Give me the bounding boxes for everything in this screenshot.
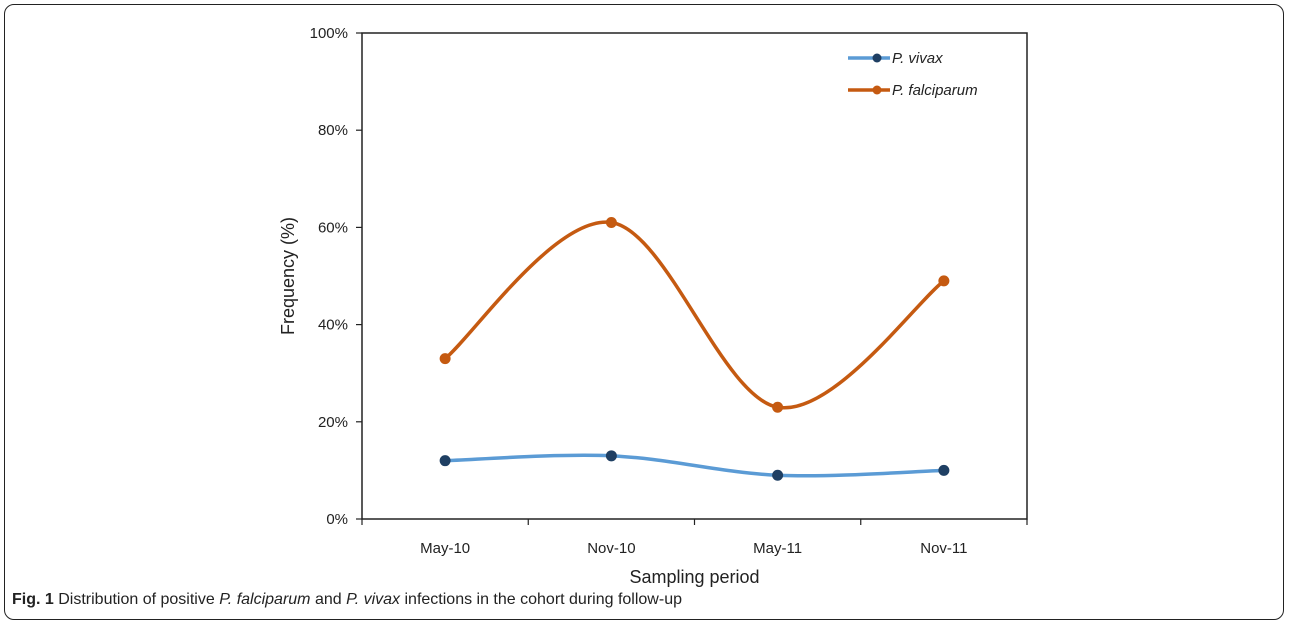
legend-marker-p-falciparum xyxy=(872,85,882,95)
y-tick-label: 60% xyxy=(318,219,348,236)
caption-species-2: P. vivax xyxy=(346,591,401,608)
x-tick-label: May-10 xyxy=(420,540,470,557)
legend-label-p-vivax: P. vivax xyxy=(892,50,943,67)
y-tick-label: 0% xyxy=(326,511,348,528)
caption-text-2: and xyxy=(310,591,347,608)
figure-frame xyxy=(4,4,1284,620)
caption-text-1: Distribution of positive xyxy=(53,591,220,608)
y-tick-label: 80% xyxy=(318,122,348,139)
plot-area-border xyxy=(361,32,1028,520)
data-point-p-vivax xyxy=(772,469,784,481)
data-point-p-vivax xyxy=(439,455,451,467)
data-point-p-falciparum xyxy=(439,353,451,365)
data-point-p-vivax xyxy=(605,450,617,462)
data-point-p-falciparum xyxy=(605,217,617,229)
y-tick-label: 100% xyxy=(310,25,348,42)
x-axis-label: Sampling period xyxy=(629,567,759,587)
legend-marker-p-vivax xyxy=(872,53,882,63)
x-tick-label: May-11 xyxy=(753,540,802,557)
caption-label: Fig. 1 xyxy=(12,591,54,608)
y-tick-label: 20% xyxy=(318,414,348,431)
series-line-p-vivax xyxy=(445,453,944,478)
series-line-p-falciparum xyxy=(444,220,945,410)
x-tick-label: Nov-11 xyxy=(920,540,967,557)
caption-text-3: infections in the cohort during follow-u… xyxy=(400,591,682,608)
legend-label-p-falciparum: P. falciparum xyxy=(892,82,978,99)
data-point-p-falciparum xyxy=(772,401,784,413)
y-axis-label: Frequency (%) xyxy=(278,217,298,335)
caption-species-1: P. falciparum xyxy=(219,591,311,608)
data-point-p-vivax xyxy=(938,464,950,476)
y-tick-label: 40% xyxy=(318,317,348,334)
x-tick-label: Nov-10 xyxy=(587,540,635,557)
data-point-p-falciparum xyxy=(938,275,950,287)
figure-caption: Fig. 1 Distribution of positive P. falci… xyxy=(12,591,682,609)
